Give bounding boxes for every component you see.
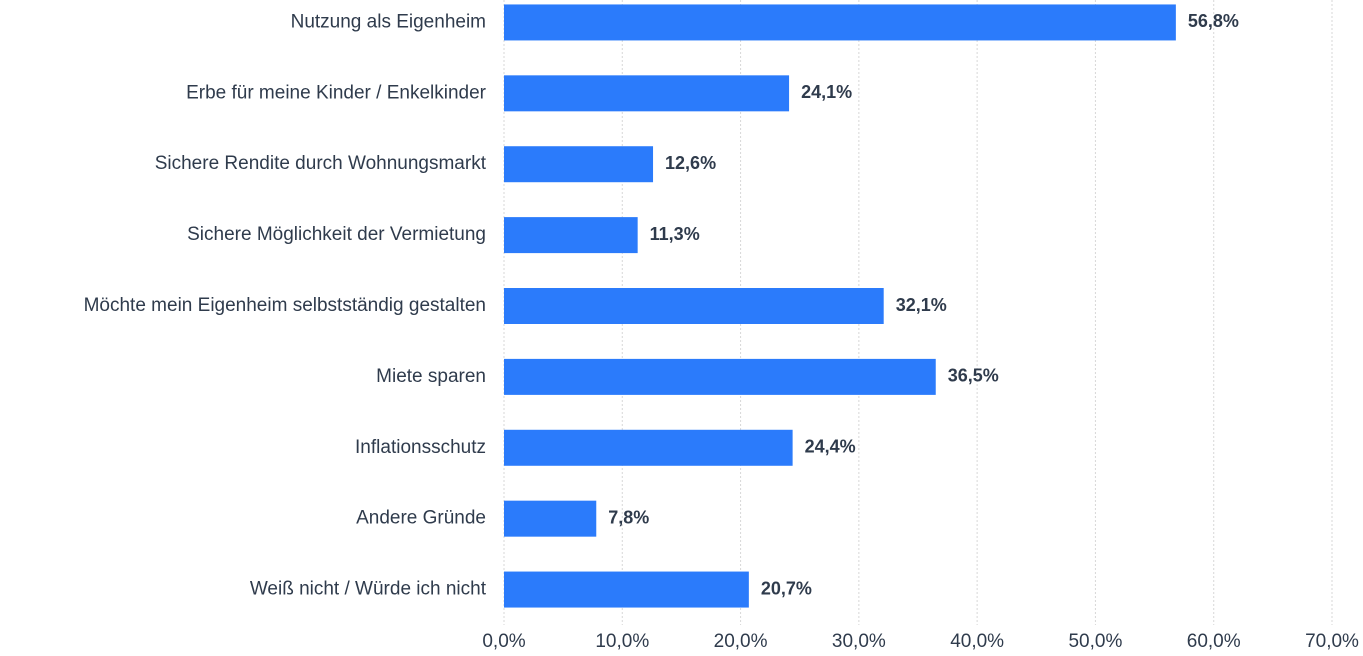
y-tick-label: Sichere Rendite durch Wohnungsmarkt [155,153,487,174]
value-label: 12,6% [665,153,716,173]
bar [504,146,654,183]
bar [504,217,638,254]
value-label: 11,3% [650,224,700,244]
x-tick-label: 40,0% [950,631,1004,652]
value-label: 24,1% [801,82,852,102]
bar [504,571,749,608]
value-label: 36,5% [948,366,999,386]
bar [504,358,936,395]
y-tick-label: Weiß nicht / Würde ich nicht [250,579,487,600]
bar [504,75,790,112]
value-label: 24,4% [805,437,856,457]
bar [504,4,1176,41]
bar [504,500,597,537]
x-tick-label: 20,0% [714,631,768,652]
y-tick-label: Miete sparen [376,366,486,387]
y-tick-label: Erbe für meine Kinder / Enkelkinder [186,82,487,103]
x-tick-label: 50,0% [1068,631,1122,652]
y-tick-label: Nutzung als Eigenheim [291,11,486,32]
value-label: 20,7% [761,578,812,598]
value-label: 7,8% [608,507,649,527]
y-tick-label: Sichere Möglichkeit der Vermietung [187,224,486,245]
bar [504,429,793,466]
y-tick-label: Andere Gründe [356,508,486,529]
x-tick-label: 10,0% [595,631,649,652]
x-tick-label: 60,0% [1187,631,1241,652]
y-tick-label: Möchte mein Eigenheim selbstständig gest… [84,295,486,316]
value-label: 32,1% [896,295,947,315]
x-tick-label: 0,0% [482,631,525,652]
x-tick-label: 30,0% [832,631,886,652]
y-tick-label: Inflationsschutz [355,437,486,458]
x-tick-label: 70,0% [1305,631,1359,652]
bar [504,288,884,324]
value-label: 56,8% [1188,11,1239,31]
